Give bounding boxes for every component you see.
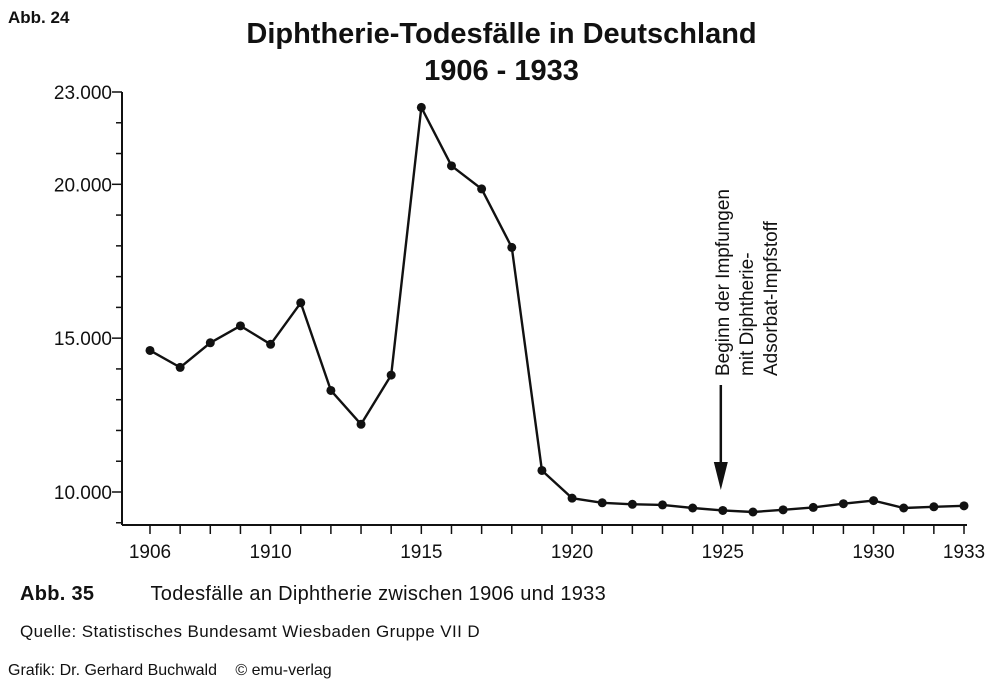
x-tick-label: 1906	[129, 542, 171, 563]
data-point	[748, 507, 758, 517]
annotation-text-line: mit Diphtherie-	[737, 252, 758, 376]
data-point	[446, 161, 456, 171]
chart-ticks: 10.000 15.000 20.000 23.000 1906 1910 1915 1920…	[54, 83, 985, 563]
chart-title: Diphtherie-Todesfälle in Deutschland	[246, 18, 757, 50]
source-note: Quelle: Statistisches Bundesamt Wiesbade…	[20, 622, 481, 641]
figure-label: Abb. 24	[8, 8, 70, 27]
data-point	[205, 338, 215, 348]
data-point	[838, 499, 848, 509]
y-tick-label: 23.000	[54, 83, 112, 104]
annotation-text-line: Beginn der Impfungen	[713, 189, 734, 376]
chart-subtitle: 1906 - 1933	[424, 55, 579, 87]
data-point	[145, 345, 155, 355]
chart-axes	[121, 92, 967, 526]
data-point	[929, 502, 939, 512]
data-point	[266, 339, 276, 349]
y-tick-label: 20.000	[54, 175, 112, 196]
data-point	[296, 298, 306, 308]
annotation-text-line: Adsorbat-Impfstoff	[761, 220, 782, 376]
series-line	[149, 106, 965, 514]
chart-annotation: Beginn der Impfungen mit Diphtherie- Adsor…	[713, 189, 782, 490]
data-point	[507, 242, 517, 252]
data-point	[477, 184, 487, 194]
data-point	[899, 503, 909, 513]
caption-text: Todesfälle an Diphtherie zwischen 1906 u…	[150, 583, 607, 605]
credit-author: Grafik: Dr. Gerhard Buchwald	[8, 662, 217, 679]
x-tick-label: 1925	[702, 542, 744, 563]
caption-number: Abb. 35	[20, 583, 95, 605]
x-tick-label: 1933	[943, 542, 985, 563]
data-point	[627, 499, 637, 509]
data-point	[959, 501, 969, 511]
x-tick-label: 1910	[249, 542, 291, 563]
data-point	[567, 493, 577, 503]
data-point	[688, 503, 698, 513]
x-tick-label: 1915	[400, 542, 442, 563]
data-point	[869, 496, 879, 506]
copyright-note: © emu-verlag	[235, 662, 332, 679]
data-point	[808, 502, 818, 512]
data-point	[235, 321, 245, 331]
chart-series	[145, 102, 969, 517]
data-point	[356, 419, 366, 429]
x-tick-label: 1930	[852, 542, 894, 563]
data-point	[416, 102, 426, 112]
credit-line: Grafik: Dr. Gerhard Buchwald © emu-verla…	[8, 662, 332, 680]
x-tick-label: 1920	[551, 542, 593, 563]
data-point	[597, 498, 607, 508]
data-point	[718, 505, 728, 515]
data-point	[537, 465, 547, 475]
data-point	[175, 362, 185, 372]
annotation-arrow-head	[713, 462, 728, 490]
chart-title-block: Diphtherie-Todesfälle in Deutschland 190…	[0, 16, 1003, 90]
line-chart: 10.000 15.000 20.000 23.000 1906 1910 1915 1920…	[54, 83, 985, 563]
data-point	[326, 385, 336, 395]
data-point	[778, 505, 788, 515]
data-point	[386, 370, 396, 380]
caption: Abb. 35 Todesfälle an Diphtherie zwische…	[20, 583, 606, 606]
y-tick-label: 10.000	[54, 483, 112, 504]
y-tick-label: 15.000	[54, 329, 112, 350]
data-point	[658, 500, 668, 510]
